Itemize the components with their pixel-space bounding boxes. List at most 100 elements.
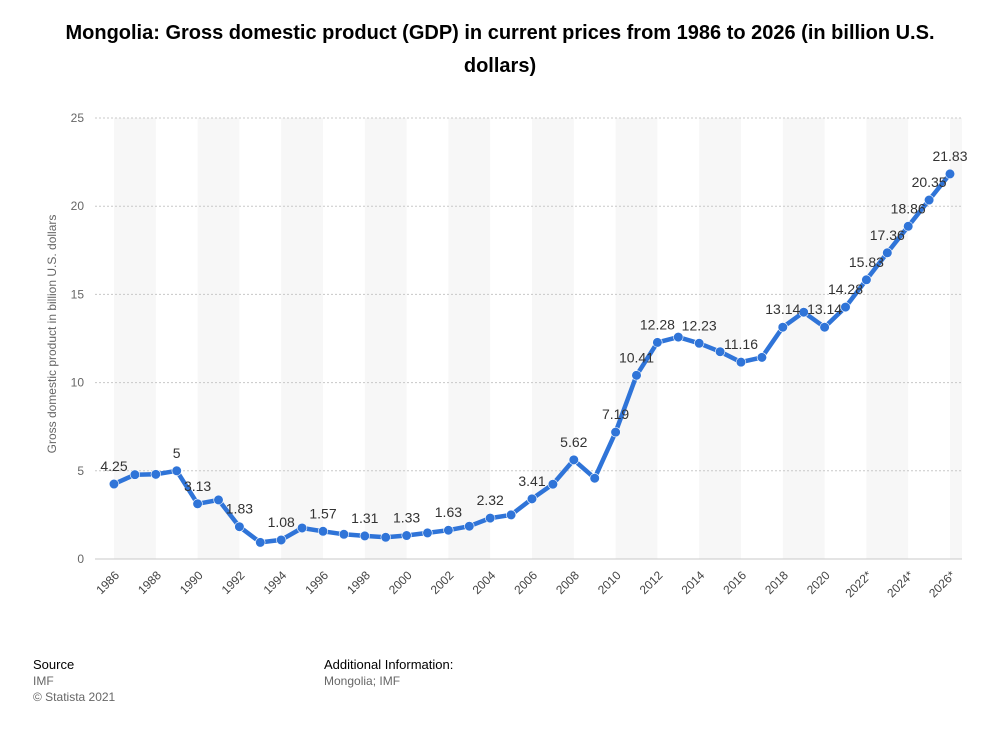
y-axis-label: Gross domestic product in billion U.S. d…	[45, 215, 59, 454]
data-point[interactable]	[756, 352, 768, 363]
data-label: 14.28	[828, 281, 863, 297]
data-point[interactable]	[485, 512, 496, 524]
data-point[interactable]	[610, 427, 621, 438]
source-block: Source IMF © Statista 2021	[33, 657, 115, 705]
background-bands	[114, 118, 962, 559]
x-tick-label: 2002	[428, 568, 457, 597]
x-tick-label: 2008	[553, 568, 582, 597]
data-point[interactable]	[443, 525, 454, 536]
data-point[interactable]	[798, 307, 809, 318]
data-point[interactable]	[192, 498, 203, 509]
data-point[interactable]	[944, 168, 956, 180]
data-point[interactable]	[714, 346, 726, 357]
data-label: 2.32	[477, 492, 504, 508]
data-point[interactable]	[171, 465, 182, 476]
data-label: 1.57	[309, 505, 336, 521]
data-label: 1.33	[393, 510, 420, 526]
x-tick-label: 2018	[762, 568, 791, 597]
data-point[interactable]	[568, 454, 579, 465]
data-label: 5.62	[560, 434, 587, 450]
x-tick-label: 2014	[679, 568, 708, 597]
series-gdp	[108, 168, 956, 548]
data-point[interactable]	[777, 322, 788, 333]
y-tick-label: 0	[77, 552, 84, 566]
data-point[interactable]	[380, 532, 391, 543]
data-point[interactable]	[652, 337, 663, 348]
data-label: 1.31	[351, 510, 378, 526]
data-point[interactable]	[359, 530, 370, 541]
data-label: 1.08	[268, 514, 295, 530]
data-label: 3.13	[184, 478, 211, 494]
background-band	[448, 118, 491, 559]
x-tick-label: 2020	[804, 568, 833, 597]
data-point[interactable]	[547, 479, 559, 490]
background-band	[114, 118, 156, 559]
data-label: 13.14	[765, 301, 800, 317]
additional-info-text: Mongolia; IMF	[324, 674, 401, 688]
data-point[interactable]	[401, 530, 412, 541]
data-point[interactable]	[464, 521, 475, 532]
data-point[interactable]	[506, 509, 517, 521]
data-point[interactable]	[297, 522, 308, 534]
data-point[interactable]	[317, 526, 329, 537]
x-tick-label: 2004	[470, 568, 499, 597]
y-tick-label: 10	[71, 376, 85, 390]
data-point[interactable]	[129, 469, 140, 480]
x-tick-label: 1992	[219, 568, 248, 597]
background-band	[364, 118, 407, 559]
additional-info-heading: Additional Information:	[324, 657, 454, 672]
background-band	[699, 118, 741, 559]
data-point[interactable]	[840, 302, 851, 313]
background-band	[950, 118, 962, 559]
x-axis-ticks: 1986 1988 1990 1992 1994 1996 1998 2000 2002 2004…	[93, 568, 958, 600]
data-point[interactable]	[234, 521, 245, 532]
data-point[interactable]	[735, 357, 747, 368]
x-tick-label: 2000	[386, 568, 415, 597]
background-band	[615, 118, 658, 559]
data-point[interactable]	[819, 322, 830, 333]
background-band	[197, 118, 240, 559]
data-point[interactable]	[903, 221, 914, 232]
data-label: 13.14	[807, 301, 842, 317]
data-point[interactable]	[150, 469, 161, 480]
data-point[interactable]	[422, 527, 433, 538]
x-tick-label: 2016	[720, 568, 749, 597]
data-label: 7.19	[602, 406, 629, 422]
data-point[interactable]	[213, 494, 224, 506]
x-tick-label: 2006	[511, 568, 540, 597]
background-band	[866, 118, 909, 559]
copyright-text[interactable]: © Statista 2021	[33, 690, 116, 704]
y-axis-ticks: 0 5 10 15 20 25	[71, 111, 85, 566]
data-point[interactable]	[338, 529, 350, 540]
data-point[interactable]	[694, 338, 705, 349]
x-tick-label: 2024*	[884, 568, 916, 600]
data-point[interactable]	[589, 473, 600, 484]
data-label: 3.41	[518, 473, 545, 489]
data-label: 17.36	[870, 227, 905, 243]
x-tick-label: 2022*	[842, 568, 874, 600]
data-label: 15.83	[849, 254, 884, 270]
data-point[interactable]	[255, 537, 266, 548]
data-label: 12.23	[682, 317, 717, 333]
data-point[interactable]	[923, 194, 935, 206]
data-point[interactable]	[631, 370, 642, 381]
source-name[interactable]: IMF	[33, 674, 54, 688]
data-point[interactable]	[882, 247, 893, 258]
data-label: 10.41	[619, 349, 654, 365]
data-point[interactable]	[861, 274, 872, 285]
y-tick-label: 25	[71, 111, 85, 125]
data-label: 5	[173, 445, 181, 461]
x-tick-label: 1998	[344, 568, 373, 597]
y-tick-label: 15	[71, 287, 85, 301]
data-label: 1.83	[226, 501, 253, 517]
data-point[interactable]	[108, 478, 120, 490]
source-heading: Source	[33, 657, 75, 672]
data-point[interactable]	[673, 331, 684, 343]
x-tick-label: 1986	[93, 568, 122, 597]
data-label: 11.16	[724, 336, 758, 352]
data-point[interactable]	[526, 493, 538, 504]
data-label: 18.86	[891, 200, 926, 216]
data-point[interactable]	[276, 534, 287, 546]
data-label: 4.25	[100, 458, 127, 474]
x-tick-label: 1988	[135, 568, 164, 597]
